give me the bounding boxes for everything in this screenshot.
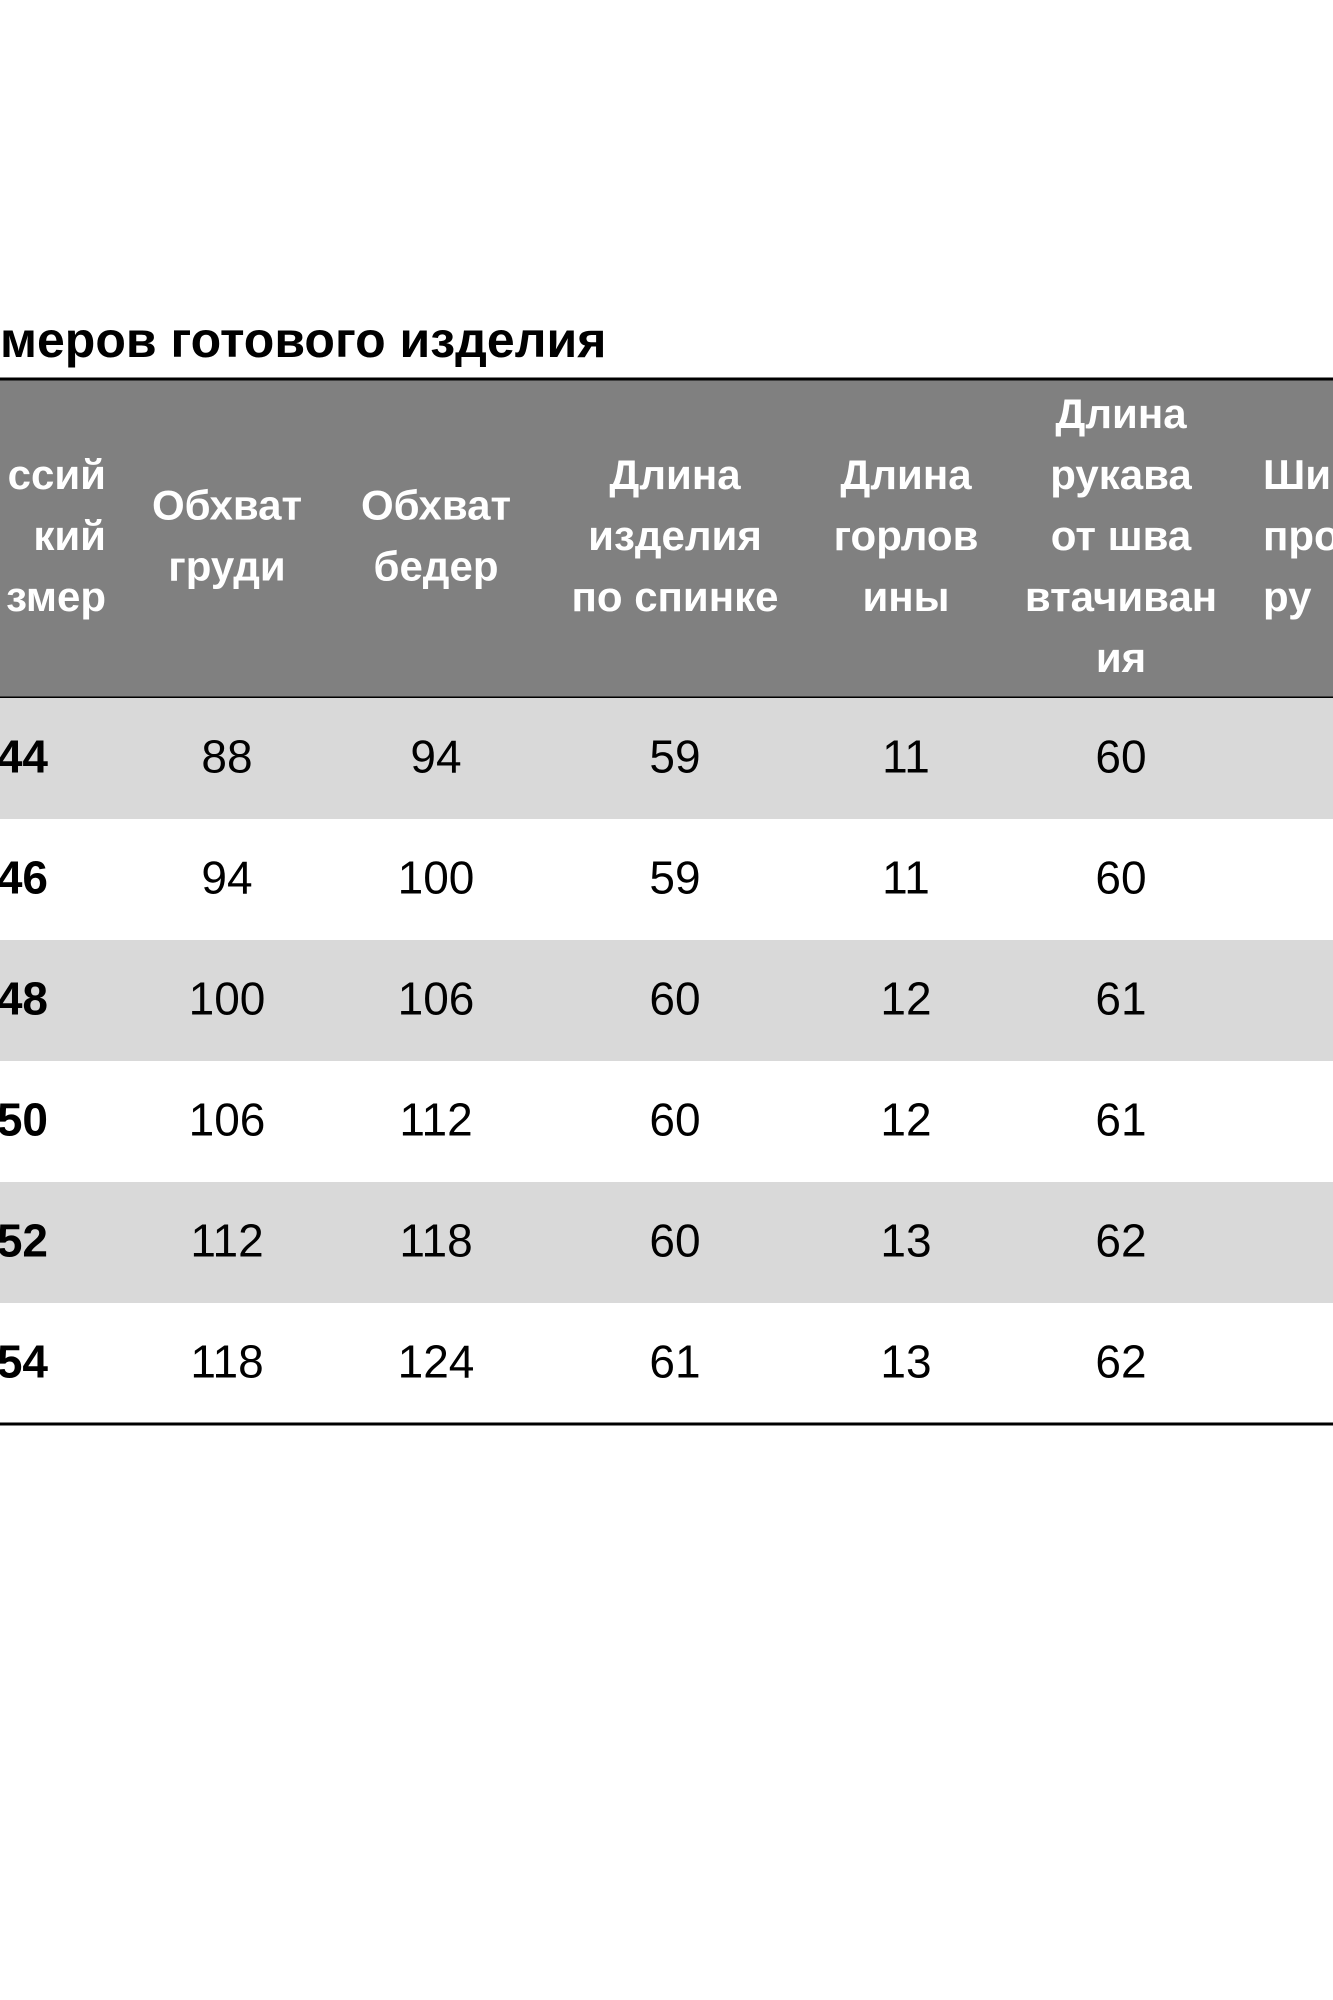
title: меров готового изделия: [0, 312, 606, 368]
header-text: по спинке: [572, 573, 779, 620]
header-text: ия: [1096, 634, 1146, 681]
cell-value: 13: [880, 1336, 931, 1388]
cell-value: 124: [398, 1336, 475, 1388]
cell-value: 100: [189, 973, 266, 1025]
cell-value: 94: [201, 852, 252, 904]
cell-value: 60: [649, 973, 700, 1025]
cell-value: 118: [190, 1336, 263, 1388]
cell-value: 112: [190, 1215, 263, 1267]
header-text: змер: [6, 573, 106, 620]
cell-value: 61: [1095, 1094, 1146, 1146]
header-text: Обхват: [152, 482, 302, 529]
row-bg: [0, 698, 1333, 819]
cell-value: 61: [1095, 973, 1146, 1025]
header-text: от шва: [1051, 512, 1192, 559]
header-text: Обхват: [361, 482, 511, 529]
size-label: 52: [0, 1215, 48, 1267]
header-text: ру: [1263, 573, 1312, 620]
size-label: 48: [0, 973, 48, 1025]
size-label: 44: [0, 731, 48, 783]
cell-value: 11: [882, 731, 930, 783]
cell-value: 12: [880, 1094, 931, 1146]
cell-value: 106: [189, 1094, 266, 1146]
header-text: груди: [168, 543, 285, 590]
cell-value: 12: [880, 973, 931, 1025]
header-text: ины: [862, 573, 949, 620]
cell-value: 13: [880, 1215, 931, 1267]
cell-value: 59: [649, 852, 700, 904]
header-text: кий: [33, 512, 106, 559]
size-label: 50: [0, 1094, 48, 1146]
size-label: 46: [0, 852, 48, 904]
cell-value: 62: [1095, 1215, 1146, 1267]
header-text: Ши: [1263, 451, 1331, 498]
header-text: втачиван: [1025, 573, 1217, 620]
header-text: бедер: [374, 543, 499, 590]
header-text: горлов: [834, 512, 979, 559]
cell-value: 88: [201, 731, 252, 783]
cell-value: 60: [1095, 731, 1146, 783]
header-text: Длина: [609, 451, 741, 498]
header-text: про: [1263, 512, 1333, 559]
cell-value: 11: [882, 852, 930, 904]
cell-value: 60: [1095, 852, 1146, 904]
cell-value: 112: [399, 1094, 472, 1146]
cell-value: 100: [398, 852, 475, 904]
cell-value: 59: [649, 731, 700, 783]
header-text: рукава: [1050, 451, 1192, 498]
header-bg: [0, 379, 1333, 698]
row-bg: [0, 1182, 1333, 1303]
header-text: Длина: [840, 451, 972, 498]
size-label: 54: [0, 1336, 48, 1388]
cell-value: 94: [410, 731, 461, 783]
cell-value: 118: [399, 1215, 472, 1267]
cell-value: 60: [649, 1215, 700, 1267]
row-bg: [0, 940, 1333, 1061]
header-text: Длина: [1055, 390, 1187, 437]
cell-value: 106: [398, 973, 475, 1025]
cell-value: 62: [1095, 1336, 1146, 1388]
header-text: ссий: [8, 451, 106, 498]
cell-value: 60: [649, 1094, 700, 1146]
header-text: изделия: [588, 512, 762, 559]
cell-value: 61: [649, 1336, 700, 1388]
